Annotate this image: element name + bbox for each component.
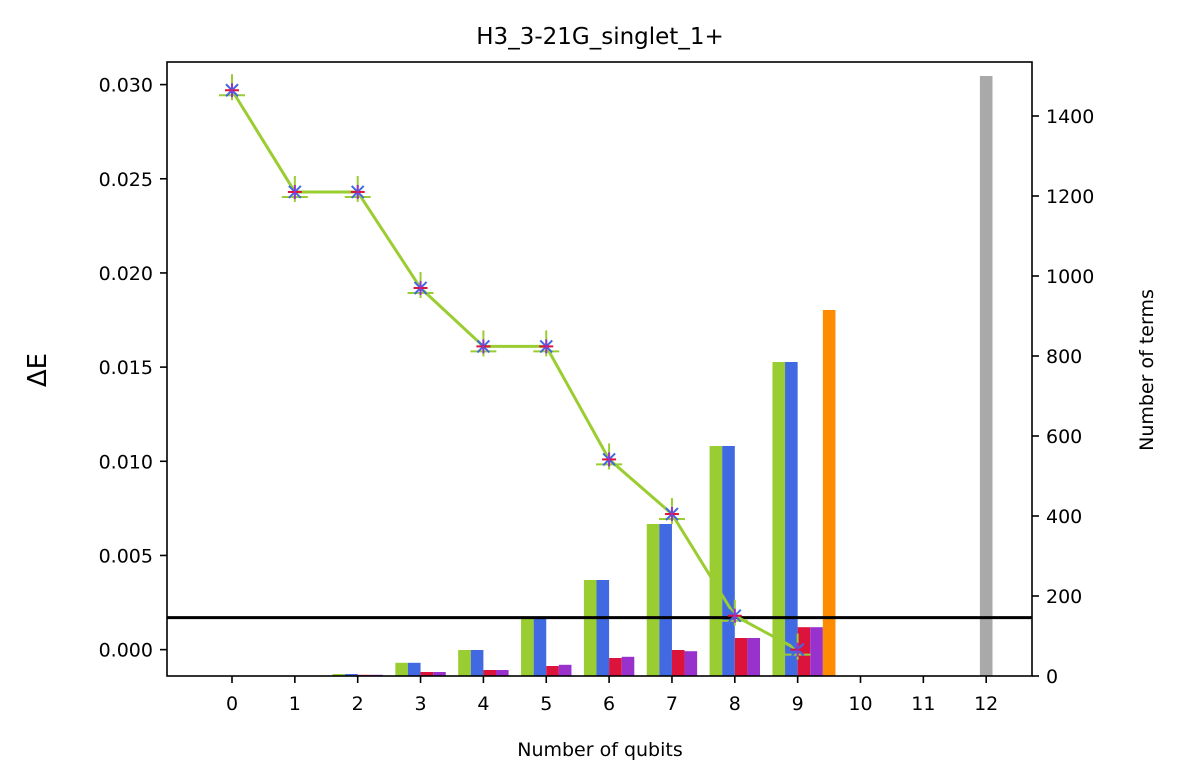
x-tick-label: 11 xyxy=(911,693,935,715)
bar xyxy=(483,670,496,676)
x-tick-label: 12 xyxy=(974,693,998,715)
y-tick-label-left: 0.015 xyxy=(99,357,153,379)
plot-frame xyxy=(166,61,1033,677)
bar xyxy=(470,650,484,676)
bar xyxy=(558,664,572,676)
data-point xyxy=(344,175,371,202)
y-tick-label-left: 0.010 xyxy=(99,451,153,473)
bar xyxy=(395,662,408,676)
bar xyxy=(433,672,446,676)
bar xyxy=(533,618,547,676)
data-point xyxy=(721,599,748,626)
bar xyxy=(596,580,610,676)
y-tick-label-left: 0.000 xyxy=(99,640,153,662)
plot-area: 0 1 2 3 4 5 6 7 8 9 10 11 120.0000.0050.0100.0150.02… xyxy=(99,61,1094,715)
bar xyxy=(734,638,748,676)
bar xyxy=(521,618,534,676)
data-point xyxy=(219,74,245,101)
bar xyxy=(646,524,660,676)
y-tick-label-left: 0.030 xyxy=(99,75,153,97)
x-tick-label: 10 xyxy=(848,693,872,715)
bar xyxy=(546,666,559,676)
bar xyxy=(747,638,760,676)
x-axis-label: Number of qubits xyxy=(517,739,683,761)
bar xyxy=(407,662,421,676)
x-tick-label: 8 xyxy=(729,693,741,715)
y-tick-label-right: 200 xyxy=(1046,586,1082,608)
bar xyxy=(609,658,622,676)
y-tick-label-left: 0.025 xyxy=(99,169,153,191)
bar xyxy=(810,627,823,676)
y-tick-label-right: 0 xyxy=(1046,666,1058,688)
x-tick-label: 1 xyxy=(289,693,301,715)
bar xyxy=(458,650,471,676)
y-tick-label-right: 400 xyxy=(1046,506,1082,528)
data-point xyxy=(658,498,685,525)
line-series xyxy=(230,89,799,651)
bar xyxy=(979,76,993,676)
bar xyxy=(621,656,635,676)
y-tick-label-right: 600 xyxy=(1046,426,1082,448)
bar xyxy=(785,362,798,676)
y-tick-label-right: 1200 xyxy=(1046,186,1094,208)
bar xyxy=(345,674,358,676)
x-tick-label: 5 xyxy=(540,693,552,715)
bar xyxy=(797,627,811,676)
y-tick-label-left: 0.020 xyxy=(99,263,153,285)
x-tick-label: 3 xyxy=(415,693,427,715)
x-tick-label: 9 xyxy=(792,693,804,715)
y-tick-label-right: 1400 xyxy=(1046,106,1094,128)
x-tick-label: 0 xyxy=(226,693,238,715)
bar xyxy=(496,670,509,676)
data-point xyxy=(281,175,308,202)
chart-title: H3_3-21G_singlet_1+ xyxy=(476,24,723,50)
x-tick-label: 7 xyxy=(666,693,678,715)
data-point xyxy=(407,272,434,299)
bar xyxy=(659,524,672,676)
x-tick-label: 6 xyxy=(603,693,615,715)
y-tick-label-right: 800 xyxy=(1046,346,1082,368)
x-tick-label: 2 xyxy=(352,693,364,715)
y-axis-label-right: Number of terms xyxy=(1136,289,1158,451)
bar xyxy=(420,672,434,676)
y-axis-label-left: ΔE xyxy=(23,353,53,387)
y-tick-label-right: 1000 xyxy=(1046,266,1094,288)
bar xyxy=(583,580,597,676)
bar xyxy=(709,446,723,676)
data-point xyxy=(533,330,560,357)
x-tick-label: 4 xyxy=(477,693,489,715)
data-point xyxy=(784,633,811,660)
bar xyxy=(684,651,698,676)
bar xyxy=(332,674,346,676)
bar xyxy=(671,650,685,676)
bar xyxy=(722,446,735,676)
y-tick-label-left: 0.005 xyxy=(99,545,153,567)
bar xyxy=(772,362,786,676)
data-point xyxy=(596,443,623,470)
bar xyxy=(822,310,836,676)
data-point xyxy=(470,330,497,357)
